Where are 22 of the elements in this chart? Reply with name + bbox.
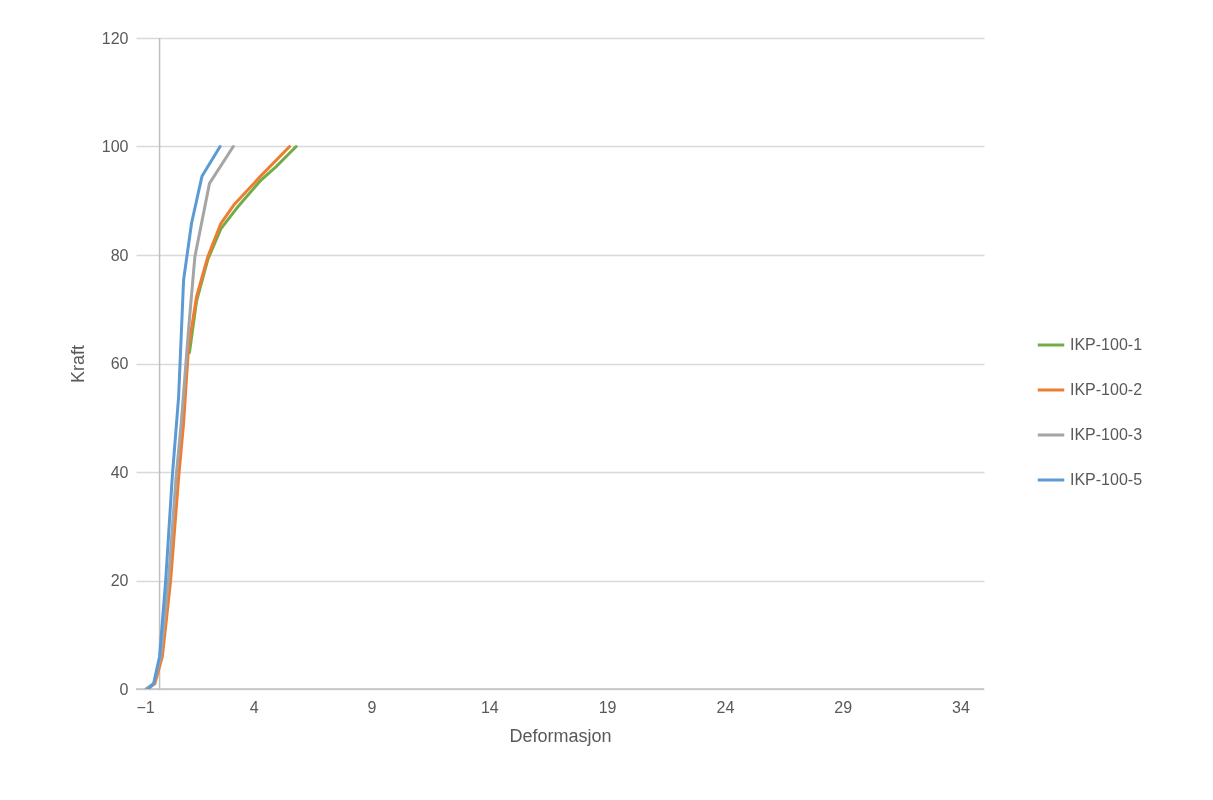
x-axis-title: Deformasjon bbox=[509, 725, 612, 746]
legend-label: IKP-100-1 bbox=[1070, 336, 1143, 353]
legend-label: IKP-100-3 bbox=[1070, 426, 1143, 443]
legend-label: IKP-100-2 bbox=[1070, 381, 1143, 398]
x-tick-label: 29 bbox=[834, 698, 853, 716]
y-tick-label: 100 bbox=[101, 138, 129, 155]
y-axis-title: Kraft bbox=[67, 344, 88, 384]
y-tick-label: 120 bbox=[101, 29, 129, 47]
x-tick-label: 9 bbox=[367, 698, 377, 716]
x-tick-label: −1 bbox=[136, 698, 155, 716]
x-tick-label: 34 bbox=[952, 698, 970, 716]
legend-label: IKP-100-5 bbox=[1070, 471, 1143, 488]
y-tick-label: 80 bbox=[110, 246, 129, 264]
line-series bbox=[146, 145, 222, 689]
y-tick-label: 60 bbox=[110, 355, 129, 372]
y-tick-label: 20 bbox=[110, 572, 129, 589]
y-tick-label: 0 bbox=[119, 680, 129, 698]
x-tick-label: 24 bbox=[716, 698, 735, 716]
x-tick-label: 19 bbox=[598, 698, 617, 716]
y-tick-label: 40 bbox=[110, 463, 129, 481]
x-tick-label: 14 bbox=[480, 698, 499, 716]
x-tick-label: 4 bbox=[249, 698, 259, 716]
